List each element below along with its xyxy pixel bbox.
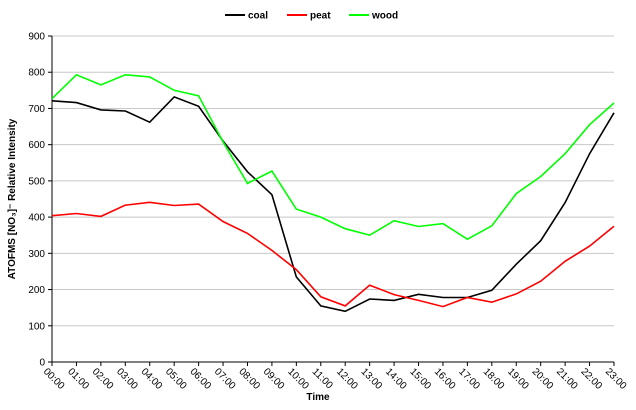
- x-tick-label: 17:00: [456, 366, 482, 392]
- y-tick-label: 400: [28, 213, 45, 224]
- y-tick-label: 800: [28, 68, 45, 79]
- series-line: [51, 73, 615, 241]
- series-line: [51, 201, 615, 308]
- y-tick-label: 500: [28, 176, 45, 187]
- y-tick-label: 100: [28, 321, 45, 332]
- x-tick-label: 15:00: [407, 366, 433, 392]
- y-tick-label: 900: [28, 32, 45, 43]
- x-tick-label: 21:00: [554, 366, 580, 392]
- x-tick-label: 20:00: [530, 366, 556, 392]
- series-line: [51, 95, 615, 313]
- y-tick-label: 300: [28, 249, 45, 260]
- x-tick-label: 10:00: [285, 366, 311, 392]
- x-tick-label: 23:00: [603, 366, 629, 392]
- legend-label: peat: [310, 11, 331, 22]
- x-tick-label: 07:00: [212, 366, 238, 392]
- y-axis-title: ATOFMS [NO₃]⁻ Relative Intensity: [7, 118, 18, 279]
- y-tick-label: 200: [28, 285, 45, 296]
- x-tick-label: 03:00: [114, 366, 140, 392]
- x-tick-label: 08:00: [236, 366, 262, 392]
- x-tick-label: 05:00: [163, 366, 189, 392]
- x-tick-label: 14:00: [383, 366, 409, 392]
- x-tick-label: 00:00: [41, 366, 67, 392]
- x-tick-label: 11:00: [310, 366, 335, 391]
- x-tick-label: 16:00: [432, 366, 458, 392]
- y-tick-label: 0: [39, 358, 45, 369]
- x-tick-label: 13:00: [359, 366, 385, 392]
- y-tick-label: 700: [28, 104, 45, 115]
- legend-label: coal: [248, 11, 268, 22]
- x-tick-label: 09:00: [261, 366, 287, 392]
- x-tick-label: 06:00: [187, 366, 213, 392]
- x-tick-label: 18:00: [481, 366, 507, 392]
- x-tick-label: 02:00: [90, 366, 116, 392]
- x-tick-label: 22:00: [578, 366, 604, 392]
- x-axis-title: Time: [306, 392, 330, 403]
- x-tick-label: 01:00: [65, 366, 91, 392]
- y-tick-label: 600: [28, 140, 45, 151]
- legend-label: wood: [371, 11, 398, 22]
- x-tick-label: 04:00: [139, 366, 165, 392]
- x-tick-label: 12:00: [334, 366, 360, 392]
- x-tick-label: 19:00: [505, 366, 531, 392]
